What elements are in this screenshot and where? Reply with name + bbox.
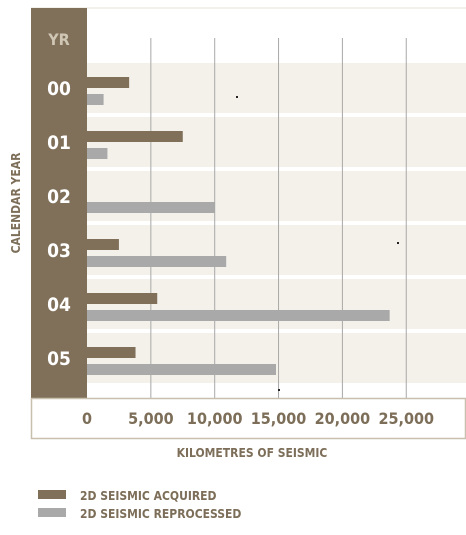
- year-label: 03: [47, 240, 71, 262]
- stray-dot: [397, 242, 399, 244]
- x-axis-frame: [30, 397, 466, 440]
- y-axis-title: CALENDAR YEAR: [9, 152, 23, 254]
- bar-reprocessed: [87, 148, 108, 159]
- x-tick-label: 5,000: [128, 409, 174, 428]
- bar-acquired: [87, 293, 158, 304]
- bar-acquired: [87, 131, 183, 142]
- bar-acquired: [87, 347, 136, 358]
- x-tick-label: 0: [82, 409, 92, 428]
- x-tick-label: 20,000: [315, 409, 371, 428]
- bar-acquired: [87, 239, 119, 250]
- x-tick-label: 15,000: [251, 409, 307, 428]
- legend: 2D SEISMIC ACQUIRED 2D SEISMIC REPROCESSE…: [38, 489, 241, 521]
- x-tick-label: 10,000: [187, 409, 243, 428]
- bar-reprocessed: [87, 310, 390, 321]
- year-label: 04: [47, 294, 71, 316]
- year-axis-column: [31, 8, 87, 398]
- legend-swatch: [38, 490, 66, 499]
- x-tick-label: 25,000: [378, 409, 434, 428]
- year-labels: 00 01 02 03 04 05: [47, 78, 71, 370]
- stray-dots: [236, 96, 399, 391]
- year-label: 00: [47, 78, 71, 100]
- legend-swatch: [38, 508, 66, 517]
- gridlines: [150, 38, 407, 398]
- legend-label: 2D SEISMIC REPROCESSED: [80, 507, 241, 521]
- bar-reprocessed: [87, 364, 276, 375]
- bar-acquired: [87, 77, 130, 88]
- year-label: 05: [47, 348, 71, 370]
- legend-label: 2D SEISMIC ACQUIRED: [80, 489, 217, 503]
- y-axis-header: YR: [47, 30, 70, 49]
- stray-dot: [278, 389, 280, 391]
- bar-reprocessed: [87, 202, 215, 213]
- year-label: 02: [47, 186, 71, 208]
- year-label: 01: [47, 132, 71, 154]
- bar-reprocessed: [87, 256, 227, 267]
- stray-dot: [236, 96, 238, 98]
- x-axis-title: KILOMETRES OF SEISMIC: [177, 446, 328, 460]
- x-tick-labels: 0 5,000 10,000 15,000 20,000 25,000: [82, 409, 434, 428]
- bar-reprocessed: [87, 94, 104, 105]
- row-band: [31, 171, 466, 221]
- x-axis-box: [30, 397, 466, 440]
- bars: [87, 77, 390, 375]
